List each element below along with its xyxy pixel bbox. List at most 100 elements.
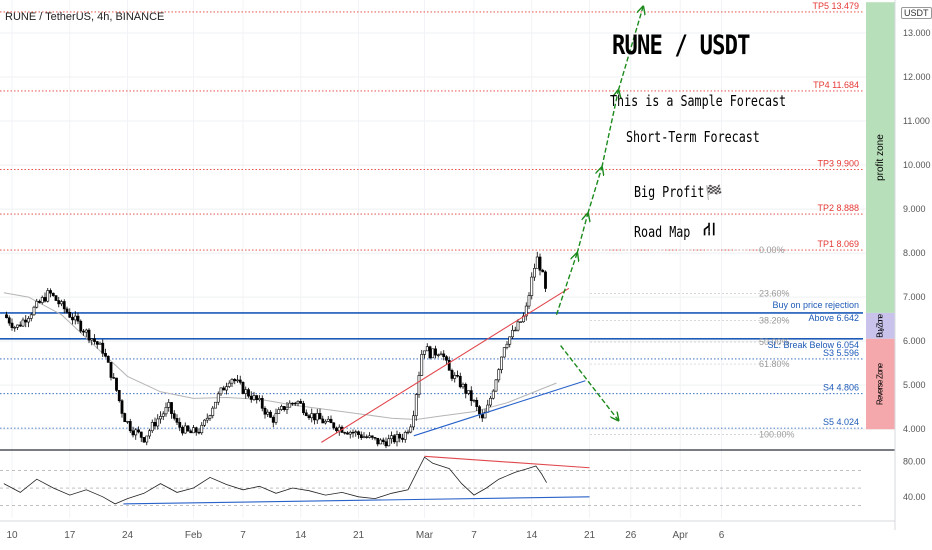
candle-body	[450, 370, 454, 379]
candle-body	[137, 429, 140, 433]
candle-body	[398, 434, 402, 439]
time-tick-label: 14	[526, 530, 538, 541]
profit-zone-label: profit zone	[875, 134, 886, 181]
candle-body	[486, 404, 490, 413]
candle-body	[373, 437, 377, 439]
candle-body	[409, 426, 413, 433]
time-tick-label: 7	[471, 530, 477, 541]
candle-body	[57, 300, 61, 305]
candle-body	[376, 437, 380, 445]
rsi-red-trendline	[424, 455, 590, 469]
rsi-blue-trendline	[123, 496, 590, 505]
profit-zone	[866, 2, 895, 313]
road-map-note: Road Map	[634, 223, 691, 241]
candle-body	[175, 418, 179, 423]
candle-body	[150, 422, 154, 432]
candle-body	[214, 401, 217, 409]
candle-body	[40, 297, 44, 303]
candle-body	[538, 256, 542, 271]
candle-body	[249, 395, 253, 400]
candle-body	[73, 315, 77, 321]
candle-body	[35, 300, 39, 308]
candle-body	[109, 362, 113, 378]
candle-body	[189, 430, 193, 434]
candle-body	[153, 422, 157, 427]
blue-trendline	[413, 380, 586, 437]
candle-body	[326, 418, 330, 422]
chart-grid	[0, 0, 895, 518]
candle-body	[296, 401, 300, 404]
candle-body	[365, 436, 369, 438]
candle-body	[351, 431, 355, 434]
candle-body	[216, 393, 220, 403]
candle-body	[65, 308, 69, 313]
candle-body	[346, 432, 349, 435]
support-label: SL: Break Below 6.054	[767, 340, 859, 350]
candle-body	[494, 379, 498, 392]
buy-zone	[866, 312, 895, 339]
buy-zone-label: Buy Zone	[876, 313, 885, 337]
rsi-line	[3, 456, 547, 505]
candle-body	[76, 315, 80, 322]
candle-body	[252, 395, 256, 400]
checkered-flag-icon: 🏁	[705, 184, 722, 201]
candle-body	[524, 305, 528, 317]
candle-body	[227, 382, 231, 387]
candle-body	[159, 416, 162, 420]
candle-body	[43, 297, 47, 302]
fib-label: 38.20%	[759, 315, 790, 325]
candle-body	[359, 434, 363, 438]
time-tick-label: 14	[295, 530, 307, 541]
candle-body	[274, 413, 278, 423]
tp-label: TP5 13.479	[812, 1, 859, 11]
fib-retracement: 0.00% 23.60% 38.20% 50.00% 61.80% 100.00%	[590, 245, 795, 439]
candle-body	[318, 413, 322, 420]
red-trendline	[321, 287, 570, 443]
candle-body	[194, 427, 198, 433]
forecast-title: RUNE / USDT	[612, 30, 750, 61]
price-tick-label: 6.000	[903, 336, 926, 346]
candle-body	[5, 314, 8, 319]
time-tick-label: Mar	[416, 530, 434, 541]
candle-body	[425, 346, 429, 352]
currency-badge[interactable]: USDT	[901, 7, 932, 19]
candle-body	[445, 356, 448, 361]
time-tick-label: 21	[584, 530, 596, 541]
candle-body	[500, 356, 503, 370]
reverse-zone-label: Reverse Zone	[876, 362, 885, 405]
candle-body	[403, 432, 407, 440]
candle-body	[244, 389, 248, 394]
candle-body	[54, 295, 58, 301]
price-tick-label: 11.000	[903, 116, 930, 126]
candle-body	[71, 316, 74, 321]
candle-body	[60, 301, 63, 305]
symbol-title: RUNE / TetherUS, 4h, BINANCE	[5, 11, 165, 23]
candle-body	[222, 387, 226, 391]
zones-strip: profit zone Buy Zone Reverse Zone	[866, 2, 895, 430]
time-tick-label: 24	[122, 530, 134, 541]
candle-body	[29, 314, 33, 319]
candle-body	[241, 382, 245, 394]
candle-body	[82, 330, 85, 333]
candle-body	[115, 377, 118, 391]
candle-body	[16, 324, 19, 328]
rsi-tick-label: 80.00	[903, 457, 926, 467]
price-tick-label: 7.000	[903, 292, 926, 302]
candle-body	[183, 425, 187, 434]
candle-body	[260, 398, 264, 409]
candle-body	[161, 413, 165, 417]
price-levels	[0, 11, 863, 429]
time-tick-label: Apr	[672, 530, 688, 541]
candle-body	[208, 415, 212, 419]
candle-body	[139, 431, 143, 438]
forecast-arrow	[576, 213, 588, 254]
support-label: S3 5.596	[823, 348, 859, 358]
candle-body	[461, 383, 465, 388]
candle-body	[401, 437, 404, 440]
candle-body	[38, 300, 41, 303]
candle-body	[467, 390, 470, 394]
candle-body	[390, 435, 393, 440]
chart-annotations: 🏁⛙	[703, 184, 722, 239]
price-tick-label: 12.000	[903, 72, 931, 82]
